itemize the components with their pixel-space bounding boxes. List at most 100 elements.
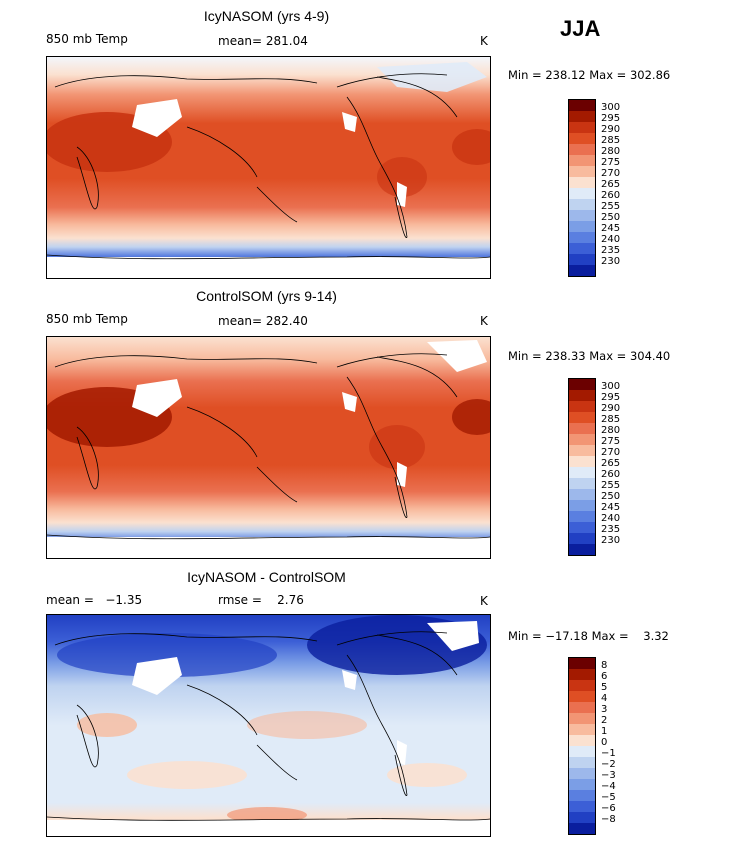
colorbar-tick-label: 5	[601, 682, 608, 693]
colorbar-tick-label: 8	[601, 660, 608, 671]
colorbar-swatch	[569, 434, 595, 445]
colorbar-swatch	[569, 144, 595, 155]
colorbar-tick-label: 260	[601, 190, 621, 201]
colorbar-tick-label: 270	[601, 447, 621, 458]
colorbar-tick-label: 280	[601, 425, 621, 436]
colorbar-swatch	[569, 489, 595, 500]
colorbar-tick-label: 295	[601, 392, 621, 403]
colorbar-tick-label: 250	[601, 212, 621, 223]
colorbar-swatch	[569, 390, 595, 401]
colorbar-swatch	[569, 243, 595, 254]
colorbar-swatch	[569, 100, 595, 111]
panel2-colorbar	[568, 378, 596, 556]
colorbar-tick-label: 285	[601, 135, 621, 146]
colorbar-swatch	[569, 111, 595, 122]
panel3-mean: mean = −1.35	[46, 593, 143, 607]
colorbar-tick-label: −6	[601, 803, 616, 814]
colorbar-tick-label: 250	[601, 491, 621, 502]
colorbar-tick-label: −3	[601, 770, 616, 781]
colorbar-swatch	[569, 724, 595, 735]
colorbar-swatch	[569, 500, 595, 511]
panel2-mean: mean= 282.40	[218, 314, 308, 328]
colorbar-tick-label: 270	[601, 168, 621, 179]
colorbar-swatch	[569, 746, 595, 757]
colorbar-swatch	[569, 779, 595, 790]
colorbar-swatch	[569, 210, 595, 221]
colorbar-swatch	[569, 177, 595, 188]
colorbar-swatch	[569, 188, 595, 199]
colorbar-swatch	[569, 456, 595, 467]
colorbar-tick-label: 6	[601, 671, 608, 682]
panel1-mean: mean= 281.04	[218, 34, 308, 48]
colorbar-swatch	[569, 801, 595, 812]
colorbar-tick-label: 230	[601, 535, 621, 546]
panel1-minmax: Min = 238.12 Max = 302.86	[508, 68, 671, 82]
panel2-map	[46, 336, 491, 559]
colorbar-swatch	[569, 735, 595, 746]
colorbar-swatch	[569, 412, 595, 423]
colorbar-tick-label: 280	[601, 146, 621, 157]
colorbar-swatch	[569, 379, 595, 390]
panel1-map	[46, 56, 491, 279]
colorbar-swatch	[569, 155, 595, 166]
colorbar-swatch	[569, 533, 595, 544]
colorbar-swatch	[569, 768, 595, 779]
colorbar-tick-label: 275	[601, 157, 621, 168]
colorbar-tick-label: 1	[601, 726, 608, 737]
colorbar-swatch	[569, 423, 595, 434]
colorbar-tick-label: 240	[601, 513, 621, 524]
colorbar-tick-label: 275	[601, 436, 621, 447]
panel3-title: IcyNASOM - ControlSOM	[187, 569, 346, 585]
colorbar-tick-label: 0	[601, 737, 608, 748]
colorbar-swatch	[569, 544, 595, 555]
panel2-units: K	[480, 314, 488, 328]
colorbar-swatch	[569, 757, 595, 768]
colorbar-tick-label: 235	[601, 524, 621, 535]
panel2-minmax: Min = 238.33 Max = 304.40	[508, 349, 671, 363]
colorbar-swatch	[569, 467, 595, 478]
colorbar-tick-label: 2	[601, 715, 608, 726]
colorbar-swatch	[569, 265, 595, 276]
colorbar-tick-label: 255	[601, 201, 621, 212]
colorbar-swatch	[569, 691, 595, 702]
panel2-variable: 850 mb Temp	[46, 312, 128, 326]
colorbar-swatch	[569, 680, 595, 691]
colorbar-swatch	[569, 658, 595, 669]
colorbar-tick-label: 265	[601, 458, 621, 469]
colorbar-tick-label: 245	[601, 223, 621, 234]
colorbar-swatch	[569, 478, 595, 489]
colorbar-swatch	[569, 445, 595, 456]
colorbar-swatch	[569, 232, 595, 243]
colorbar-swatch	[569, 702, 595, 713]
colorbar-swatch	[569, 122, 595, 133]
colorbar-tick-label: 255	[601, 480, 621, 491]
colorbar-swatch	[569, 221, 595, 232]
panel3-units: K	[480, 594, 488, 608]
colorbar-tick-label: 265	[601, 179, 621, 190]
colorbar-swatch	[569, 511, 595, 522]
colorbar-swatch	[569, 199, 595, 210]
colorbar-tick-label: 4	[601, 693, 608, 704]
colorbar-swatch	[569, 133, 595, 144]
season-label: JJA	[560, 16, 601, 41]
panel3-minmax: Min = −17.18 Max = 3.32	[508, 629, 669, 643]
panel1-units: K	[480, 34, 488, 48]
colorbar-swatch	[569, 401, 595, 412]
panel3-rmse: rmse = 2.76	[218, 593, 304, 607]
colorbar-tick-label: 3	[601, 704, 608, 715]
colorbar-swatch	[569, 669, 595, 680]
colorbar-swatch	[569, 254, 595, 265]
colorbar-tick-label: 245	[601, 502, 621, 513]
panel2-title: ControlSOM (yrs 9-14)	[196, 288, 337, 304]
colorbar-swatch	[569, 713, 595, 724]
panel2-map-svg	[47, 337, 490, 558]
colorbar-swatch	[569, 812, 595, 823]
colorbar-swatch	[569, 522, 595, 533]
panel3-map	[46, 614, 491, 837]
colorbar-swatch	[569, 823, 595, 834]
panel3-map-svg	[47, 615, 490, 836]
colorbar-tick-label: 295	[601, 113, 621, 124]
colorbar-tick-label: 300	[601, 381, 621, 392]
colorbar-tick-label: −5	[601, 792, 616, 803]
colorbar-tick-label: 230	[601, 256, 621, 267]
